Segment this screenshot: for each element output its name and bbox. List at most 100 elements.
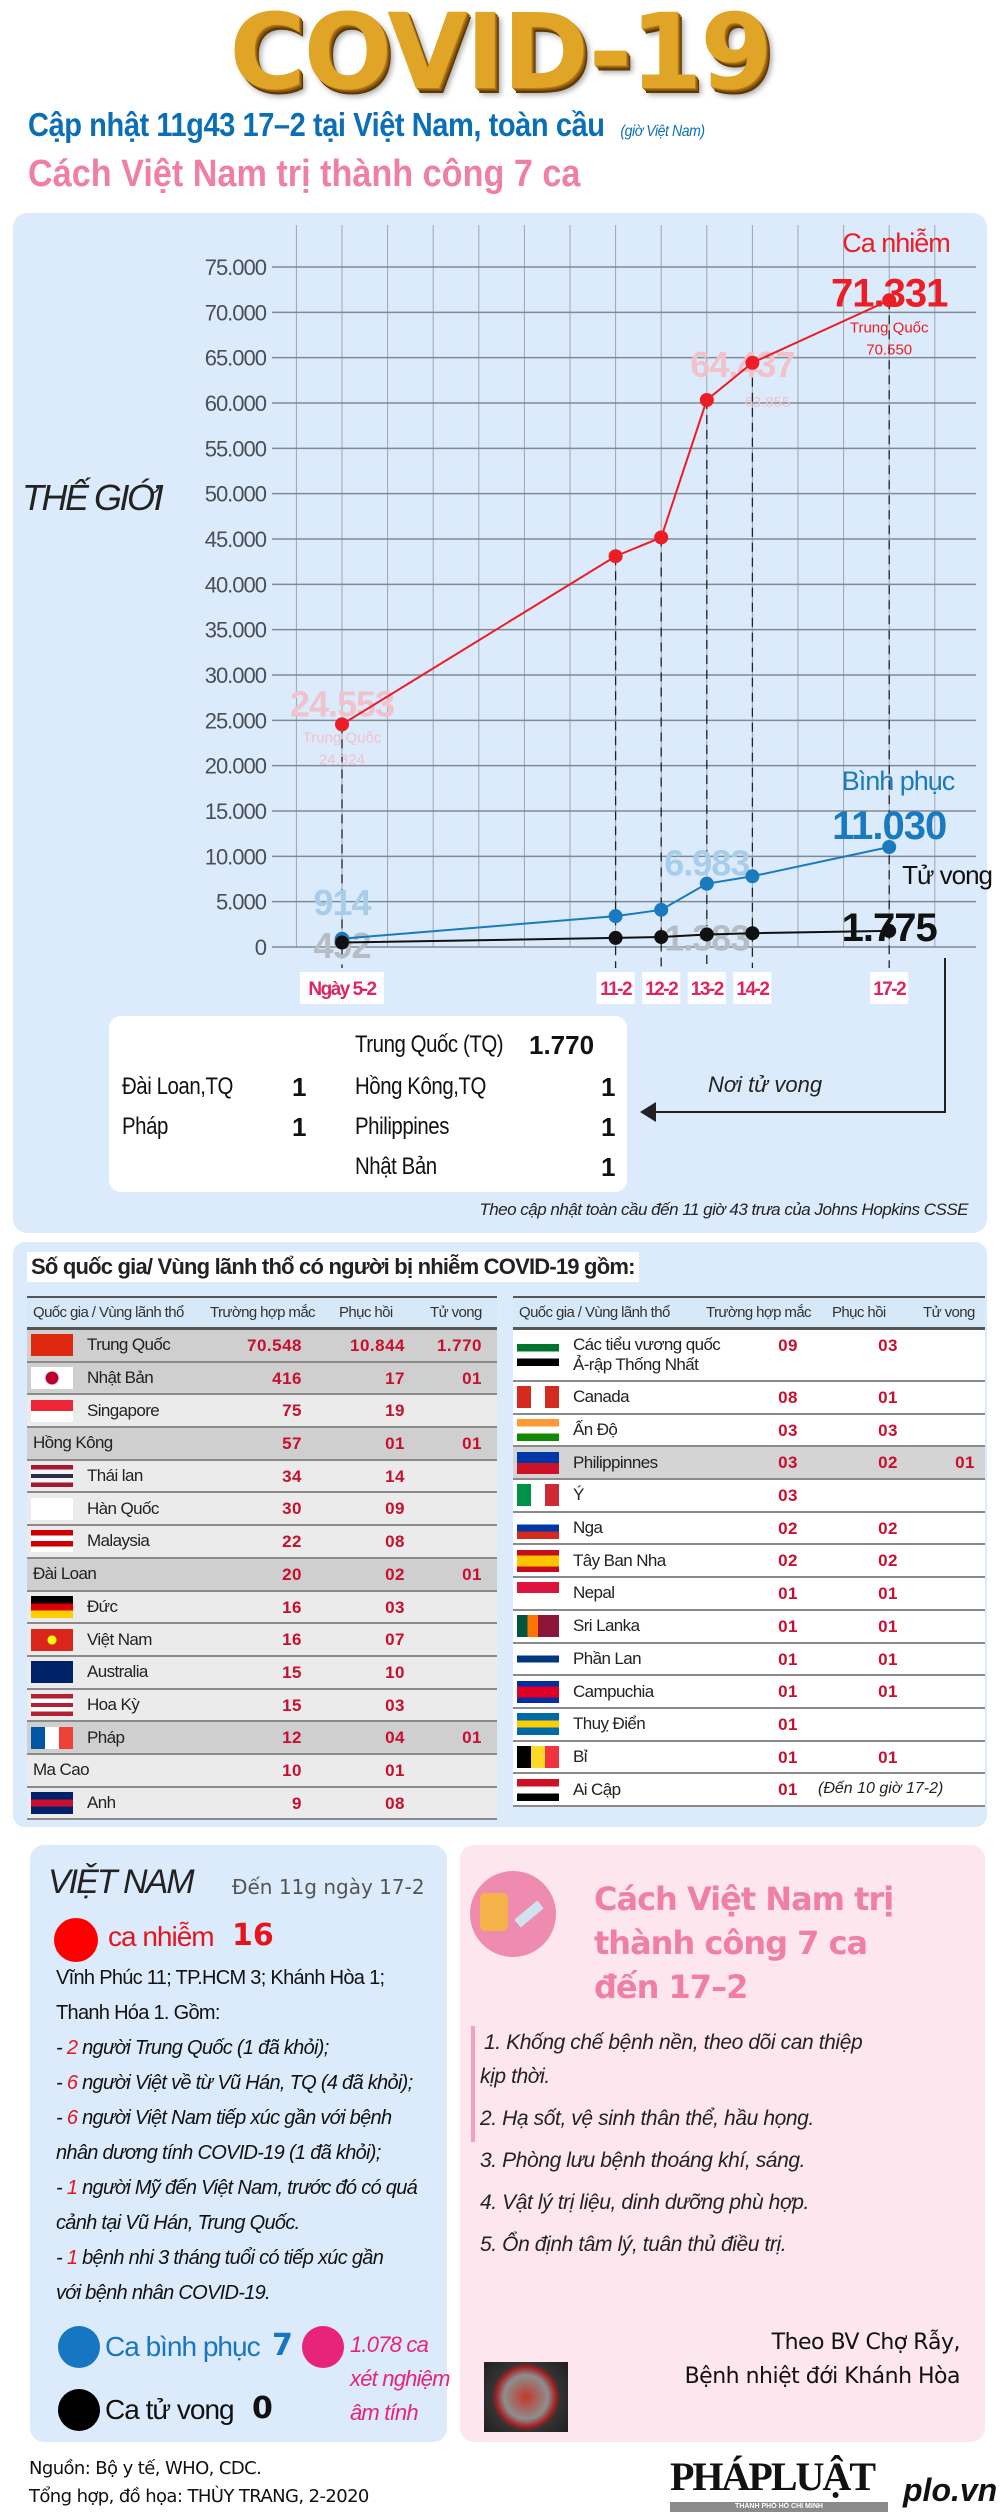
country-row: Nga 02 02 bbox=[513, 1512, 985, 1546]
deaths-series-label: Tử vong bbox=[902, 860, 992, 890]
recovered-value: 03 bbox=[385, 1597, 405, 1617]
flag-icon bbox=[517, 1549, 559, 1572]
negative-tests-line: xét nghiệm bbox=[350, 2366, 450, 2391]
country-name: Nga bbox=[573, 1518, 603, 1538]
negative-tests: 1.078 ca xét nghiệm âm tính bbox=[350, 2328, 450, 2430]
country-name: Anh bbox=[87, 1792, 116, 1812]
vietnam-title: VIỆT NAM bbox=[48, 1863, 195, 1901]
country-row: Nepal 01 01 bbox=[513, 1578, 985, 1611]
footer-credits: Nguồn: Bộ y tế, WHO, CDC. Tổng hợp, đồ h… bbox=[29, 2455, 369, 2511]
data-sublabel: 24.324 bbox=[319, 751, 365, 768]
cases-data-point bbox=[608, 549, 623, 564]
x-date-label: 13-2 bbox=[691, 979, 724, 1000]
country-row: Pháp 12 04 01 bbox=[27, 1722, 497, 1755]
vietnam-detail-line: Vĩnh Phúc 11; TP.HCM 3; Khánh Hòa 1; bbox=[56, 1966, 385, 1990]
y-tick-label: 25.000 bbox=[205, 708, 267, 733]
country-name: Pháp bbox=[87, 1727, 125, 1747]
recovered-value: 02 bbox=[878, 1551, 898, 1571]
deaths-value: 1.770 bbox=[436, 1336, 482, 1355]
country-name: Trung Quốc bbox=[87, 1335, 171, 1355]
country-row: Campuchia 01 01 bbox=[513, 1676, 985, 1709]
country-row: Australia 15 10 bbox=[27, 1656, 497, 1690]
cases-value: 09 bbox=[778, 1336, 798, 1355]
detail-text: người Trung Quốc (1 đã khỏi); bbox=[77, 2037, 329, 2059]
flag-icon bbox=[31, 1399, 73, 1422]
country-row: Ai Cập 01 bbox=[513, 1774, 985, 1807]
country-name: Đài Loan bbox=[33, 1564, 97, 1584]
deaths-data-point bbox=[608, 930, 623, 945]
detail-text: người Việt Nam tiếp xúc gần với bệnh bbox=[77, 2107, 392, 2129]
case-count: 1 bbox=[66, 2247, 78, 2269]
recovered-value: 01 bbox=[385, 1760, 405, 1780]
cases-series-line bbox=[341, 299, 890, 726]
recovered-data-point bbox=[654, 902, 669, 917]
deaths-value: 01 bbox=[955, 1453, 975, 1473]
flag-icon bbox=[517, 1419, 559, 1442]
deaths-value: 01 bbox=[462, 1728, 482, 1748]
headline: Cách Việt Nam trị thành công 7 ca bbox=[28, 153, 581, 195]
recovered-data-point bbox=[745, 869, 760, 884]
country-name: Singapore bbox=[87, 1400, 160, 1420]
flag-icon bbox=[517, 1713, 559, 1736]
site-link[interactable]: plo.vn bbox=[903, 2472, 998, 2508]
recovered-data-point bbox=[608, 909, 623, 924]
recovered-value: 01 bbox=[878, 1584, 898, 1604]
flag-icon bbox=[31, 1628, 73, 1651]
cases-value: 01 bbox=[778, 1682, 798, 1702]
country-name: Ma Cao bbox=[33, 1760, 90, 1780]
country-name: Bỉ bbox=[573, 1746, 588, 1766]
treatment-item: 5. Ổn định tâm lý, tuân thủ điều trị. bbox=[480, 2233, 787, 2256]
cases-value: 01 bbox=[778, 1714, 798, 1734]
x-date-label: Ngày 5-2 bbox=[308, 979, 376, 1000]
medicine-icon bbox=[470, 1871, 556, 1957]
country-row: Malaysia 22 08 bbox=[27, 1526, 497, 1559]
country-name: Philippinnes bbox=[573, 1452, 658, 1472]
data-label: 71.331 bbox=[831, 271, 948, 315]
recovered-value: 10.844 bbox=[350, 1336, 405, 1355]
table-header: Quốc gia / Vùng lãnh thổ Trường hợp mắc Ph… bbox=[27, 1298, 497, 1330]
y-tick-label: 20.000 bbox=[205, 754, 267, 779]
vietnam-cases-count: 16 bbox=[232, 1918, 274, 1953]
flag-icon bbox=[31, 1334, 73, 1357]
y-tick-label: 50.000 bbox=[205, 482, 267, 507]
recovered-value: 01 bbox=[878, 1682, 898, 1702]
cases-value: 9 bbox=[292, 1793, 302, 1813]
vietnam-cases-label: ca nhiễm bbox=[108, 1921, 215, 1952]
chart-title-world: THẾ GIỚI bbox=[22, 477, 164, 518]
recovered-value: 19 bbox=[385, 1401, 405, 1421]
flag-icon bbox=[517, 1344, 559, 1366]
treatment-item: kịp thời. bbox=[480, 2065, 550, 2088]
country-row: Tây Ban Nha 02 02 bbox=[513, 1545, 985, 1579]
country-row: Hàn Quốc 30 09 bbox=[27, 1493, 497, 1527]
case-count: 1 bbox=[66, 2177, 78, 2199]
cases-series-label: Ca nhiễm bbox=[842, 227, 950, 258]
data-label: 914 bbox=[313, 882, 371, 923]
flag-icon bbox=[517, 1745, 559, 1768]
flag-icon bbox=[31, 1661, 73, 1684]
deaths-dot-icon bbox=[58, 2389, 100, 2431]
recovered-value: 02 bbox=[878, 1518, 898, 1538]
flag-icon bbox=[517, 1778, 559, 1801]
recovered-value: 03 bbox=[878, 1420, 898, 1440]
place-count: 1 bbox=[601, 1112, 616, 1142]
covid-19-logo-title: COVID-19 bbox=[229, 0, 772, 113]
treatment-item: 1. Khống chế bệnh nền, theo dõi can thiệ… bbox=[484, 2031, 863, 2054]
column-header: Tử vong bbox=[923, 1304, 975, 1321]
recovered-value: 07 bbox=[385, 1630, 405, 1650]
recovered-value: 01 bbox=[878, 1649, 898, 1669]
vietnam-detail-line: - 6 người Việt về từ Vũ Hán, TQ (4 đã kh… bbox=[56, 2072, 413, 2094]
subtitle-text: Cập nhật 11g43 17–2 tại Việt Nam, toàn c… bbox=[28, 106, 605, 143]
flag-icon bbox=[517, 1582, 559, 1605]
country-row: Các tiểu vương quốc Ả-rập Thống Nhất 09 03 bbox=[513, 1330, 985, 1382]
recovered-value: 02 bbox=[385, 1564, 405, 1584]
x-date-label: 11-2 bbox=[600, 979, 632, 1000]
country-name: Ý bbox=[573, 1485, 584, 1505]
treatment-title: Cách Việt Nam trị thành công 7 ca đến 17… bbox=[594, 1877, 894, 2009]
chart-source-note: Theo cập nhật toàn cầu đến 11 giờ 43 trư… bbox=[479, 1200, 968, 1219]
detail-text: Thanh Hóa 1. Gồm: bbox=[56, 2002, 220, 2024]
cases-data-point bbox=[699, 393, 714, 408]
cases-value: 01 bbox=[778, 1616, 798, 1636]
x-date-label: 17-2 bbox=[873, 979, 906, 1000]
detail-text: người Mỹ đến Việt Nam, trước đó có quá bbox=[77, 2177, 418, 2199]
date-label-box bbox=[300, 972, 384, 1004]
